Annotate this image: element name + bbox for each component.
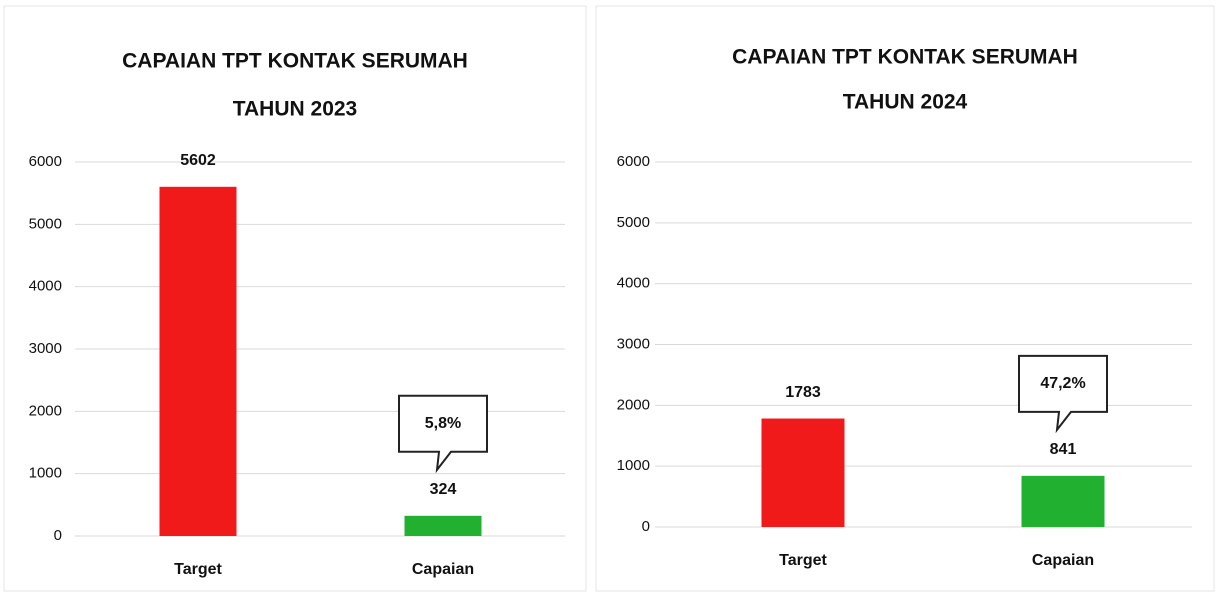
y-tick-label: 1000 (617, 457, 650, 474)
data-label: 1783 (785, 384, 821, 401)
x-tick-label: Capaian (412, 561, 474, 578)
chart-subtitle: TAHUN 2024 (843, 91, 968, 114)
data-label: 324 (430, 481, 457, 498)
y-tick-label: 6000 (29, 153, 62, 170)
y-tick-label: 6000 (617, 153, 650, 170)
bar (1021, 475, 1105, 527)
bar (761, 418, 845, 527)
callout-box (1018, 354, 1108, 434)
x-tick-label: Target (174, 561, 222, 578)
y-tick-label: 0 (54, 527, 62, 544)
bar (159, 186, 237, 537)
y-tick-label: 4000 (29, 278, 62, 295)
panel-frame (3, 5, 587, 592)
callout-label: 47,2% (1040, 375, 1085, 392)
x-tick-label: Capaian (1032, 552, 1094, 569)
y-tick-label: 2000 (617, 396, 650, 413)
y-tick-label: 5000 (617, 214, 650, 231)
chart-title: CAPAIAN TPT KONTAK SERUMAH (122, 50, 468, 73)
y-tick-label: 4000 (617, 275, 650, 292)
y-tick-label: 0 (642, 518, 650, 535)
y-tick-label: 3000 (617, 335, 650, 352)
data-label: 841 (1050, 441, 1077, 458)
y-tick-label: 1000 (29, 465, 62, 482)
callout-label: 5,8% (425, 415, 461, 432)
callout-box (398, 394, 488, 474)
y-tick-label: 5000 (29, 215, 62, 232)
chart-title: CAPAIAN TPT KONTAK SERUMAH (732, 46, 1078, 69)
panel-frame (595, 5, 1215, 592)
data-label: 5602 (180, 152, 216, 169)
bar (404, 515, 482, 536)
y-tick-label: 3000 (29, 340, 62, 357)
x-tick-label: Target (779, 552, 827, 569)
chart-subtitle: TAHUN 2023 (233, 98, 357, 121)
y-tick-label: 2000 (29, 402, 62, 419)
